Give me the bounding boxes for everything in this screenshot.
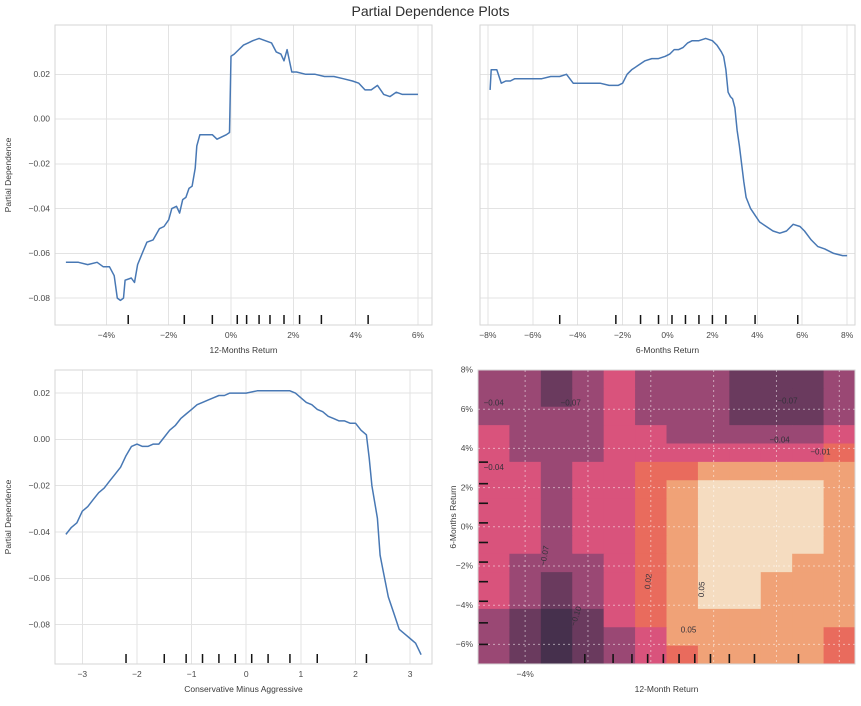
svg-text:0%: 0% — [225, 330, 238, 340]
y-axis-label: Partial Dependence — [3, 137, 13, 212]
svg-text:−0.02: −0.02 — [28, 159, 50, 169]
svg-text:−6%: −6% — [456, 639, 474, 649]
axes-border — [54, 369, 433, 665]
svg-text:−0.04: −0.04 — [28, 203, 50, 213]
svg-text:6%: 6% — [796, 330, 809, 340]
svg-text:0.00: 0.00 — [33, 114, 50, 124]
svg-text:−0.04: −0.04 — [484, 463, 505, 472]
svg-text:−0.01: −0.01 — [810, 447, 831, 456]
plot-interaction-contour: −0.04 −0.07 −0.07 −0.04 −0.01 −0.04 −0.07 −0.10… — [445, 363, 861, 706]
pdp-12-months-return-canvas: −4% −2% 0% 2% 4% 6% 0.02 0.00 −0.02 −0.04 −0.06 −0.… — [3, 24, 433, 355]
svg-text:4%: 4% — [350, 330, 363, 340]
svg-text:0.02: 0.02 — [33, 388, 50, 398]
axes-border — [479, 24, 856, 326]
svg-text:−2%: −2% — [160, 330, 178, 340]
axes-border — [54, 24, 433, 326]
svg-text:−0.07: −0.07 — [561, 398, 582, 407]
plot-6-months-return: −8% −6% −4% −2% 0% 2% 4% 6% 8% 6-Months Return — [445, 18, 861, 363]
gridlines — [55, 25, 432, 325]
svg-text:−4%: −4% — [98, 330, 116, 340]
svg-text:8%: 8% — [841, 330, 854, 340]
gridlines — [480, 25, 855, 325]
svg-text:6%: 6% — [412, 330, 425, 340]
svg-text:0.00: 0.00 — [33, 434, 50, 444]
pdp-curve — [65, 37, 418, 302]
svg-text:−8%: −8% — [479, 330, 497, 340]
svg-text:0.05: 0.05 — [697, 581, 707, 597]
svg-text:−6%: −6% — [524, 330, 542, 340]
svg-text:−2%: −2% — [614, 330, 632, 340]
svg-text:−0.06: −0.06 — [28, 248, 50, 258]
svg-text:8%: 8% — [461, 365, 474, 375]
pdp-interaction-contour-canvas: −0.04 −0.07 −0.07−0.04−0.01−0.04−0.07−0.10… — [448, 365, 856, 694]
rug-ticks — [127, 315, 369, 324]
svg-text:2%: 2% — [287, 330, 300, 340]
svg-text:0.02: 0.02 — [33, 69, 50, 79]
svg-text:−0.06: −0.06 — [28, 573, 50, 583]
svg-text:−0.07: −0.07 — [538, 544, 550, 566]
svg-text:−1: −1 — [187, 669, 197, 679]
svg-text:−0.07: −0.07 — [777, 396, 798, 405]
rug-ticks — [558, 315, 799, 324]
svg-text:1: 1 — [299, 669, 304, 679]
svg-text:−0.08: −0.08 — [28, 293, 50, 303]
x-axis-label: 12-Month Return — [635, 684, 699, 694]
svg-text:6%: 6% — [461, 404, 474, 414]
pdp-6-months-return-canvas: −8% −6% −4% −2% 0% 2% 4% 6% 8% 6-Months Return — [479, 24, 856, 355]
svg-text:−0.04: −0.04 — [484, 398, 505, 407]
figure-title: Partial Dependence Plots — [351, 3, 510, 19]
pdp-curve — [489, 37, 848, 257]
x-axis-label: 12-Months Return — [209, 345, 277, 355]
tick-labels: −4% −2% 0% 2% 4% 6% 0.02 0.00 −0.02 −0.04 −0.06 −0.… — [28, 69, 424, 340]
y-axis-label: Partial Dependence — [3, 479, 13, 554]
svg-text:−4%: −4% — [517, 669, 535, 679]
svg-text:−0.08: −0.08 — [28, 619, 50, 629]
tick-labels: −8% −6% −4% −2% 0% 2% 4% 6% 8% — [479, 330, 853, 340]
gridlines — [55, 370, 432, 664]
heatmap-gridlines — [478, 369, 855, 664]
svg-text:0.02: 0.02 — [643, 573, 654, 590]
plot-12-months-return: −4% −2% 0% 2% 4% 6% 0.02 0.00 −0.02 −0.04 −0.06 −0.… — [0, 18, 445, 363]
svg-text:−2%: −2% — [456, 561, 474, 571]
svg-text:2%: 2% — [706, 330, 719, 340]
svg-text:0%: 0% — [661, 330, 674, 340]
svg-text:0: 0 — [244, 669, 249, 679]
svg-text:−0.04: −0.04 — [769, 436, 790, 445]
svg-text:4%: 4% — [461, 443, 474, 453]
plot-conservative-minus-aggressive: −3 −2 −1 0 1 2 3 0.02 0.00 −0.02 −0.04 −0.06 −0.08 Co… — [0, 363, 445, 706]
rug-ticks — [125, 654, 368, 663]
tick-labels: −3 −2 −1 0 1 2 3 0.02 0.00 −0.02 −0.04 −0.06 −0.08 — [28, 388, 412, 679]
svg-text:2%: 2% — [461, 482, 474, 492]
y-axis-label: 6-Months Return — [448, 485, 458, 549]
axes-border — [477, 369, 856, 665]
svg-text:−0.04: −0.04 — [28, 527, 50, 537]
svg-text:−2: −2 — [132, 669, 142, 679]
x-axis-label: Conservative Minus Aggressive — [184, 684, 303, 694]
x-axis-label: 6-Months Return — [636, 345, 700, 355]
svg-text:3: 3 — [408, 669, 413, 679]
svg-text:−4%: −4% — [569, 330, 587, 340]
svg-text:0%: 0% — [461, 522, 474, 532]
svg-text:−3: −3 — [77, 669, 87, 679]
tick-labels: −4% 8% 6% 4% 2% 0% −2% −4% −6% — [456, 365, 534, 679]
svg-text:−4%: −4% — [456, 600, 474, 610]
rug-ticks — [479, 461, 800, 663]
pdp-conservative-minus-aggressive-canvas: −3 −2 −1 0 1 2 3 0.02 0.00 −0.02 −0.04 −0.06 −0.08 Co… — [3, 369, 433, 694]
svg-text:4%: 4% — [751, 330, 764, 340]
heatmap-cells — [478, 370, 855, 664]
pdp-curve — [65, 390, 422, 656]
svg-text:−0.02: −0.02 — [28, 480, 50, 490]
svg-text:2: 2 — [353, 669, 358, 679]
svg-text:0.05: 0.05 — [681, 626, 697, 635]
